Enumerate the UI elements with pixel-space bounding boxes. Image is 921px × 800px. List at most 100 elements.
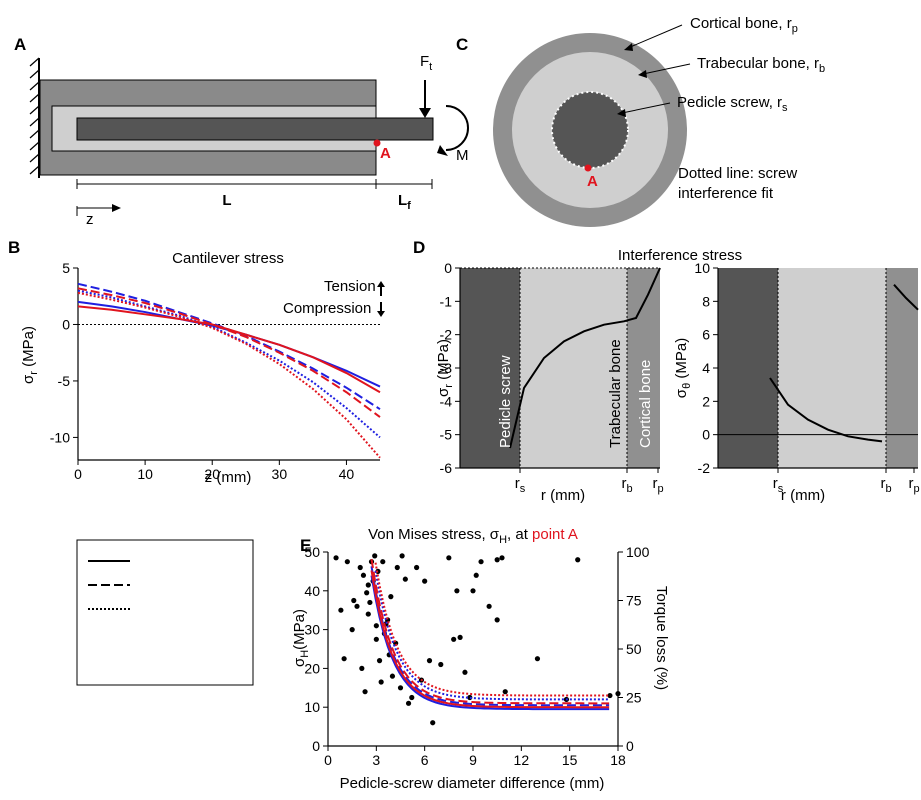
chart-e-y2tick-label: 75 [626,593,642,609]
point-a-marker [373,139,381,147]
chart-e-ylabel: σH(MPa) [291,609,311,667]
chart-e-ytick-label: 30 [304,622,320,638]
chart-e-scatter-point [359,665,365,672]
chart-b-series-bonded-dashed [77,287,381,418]
chart-e-xlabel: Pedicle-screw diameter difference (mm) [340,775,605,792]
chart-e-y2label: Torque loss (%) [653,586,670,690]
region-label-trabecular-bone: Trabecular bone [607,339,624,448]
chart-b-xtick-label: 40 [339,466,355,482]
panel-d: D Interference stress 0-1-2-3-4-5-6rs rb r… [413,238,920,504]
chart-e-scatter-point [397,685,404,691]
chart-d2-ylabel: σθ (MPa) [673,338,693,398]
chart-e-curve-bonded-dotted [374,562,610,697]
chart-e-scatter-point [349,627,355,633]
length-l-label: L [222,192,231,209]
point-a-marker-c [584,164,592,172]
force-label: Ft [420,53,432,73]
chart-e-scatter-point [502,689,508,695]
chart-d1-ytick-label: -5 [440,427,453,443]
panel-b: B Cantilever stress σr (MPa) z (mm) Tens… [8,238,385,486]
chart-b-xtick-label: 30 [272,466,288,482]
chart-d2-curve [769,377,883,443]
chart-e-curve-loose-dashed [370,566,610,707]
chart-e-scatter-point [360,572,367,578]
chart-b-xtick-label: 0 [74,466,82,482]
chart-e-ytick-label: 40 [304,583,320,599]
chart-e-scatter-point [478,559,484,565]
panel-e: E Von Mises stress, σH, at point A σH(MP… [291,526,670,792]
chart-e-xtick-label: 18 [610,752,626,768]
pedicle-screw-label: Pedicle screw, rs [677,94,788,114]
chart-b-xtick-label: 20 [204,466,220,482]
chart-b-xtick-label: 10 [137,466,153,482]
point-a-label: A [380,145,391,162]
tension-label: Tension [324,278,376,295]
chart-b-series-bonded-solid [77,305,381,394]
chart-d1-ytick-label: 0 [444,260,452,276]
chart-d2-xtick-label: rb [880,475,891,495]
chart-e-curve-loose-dotted [374,570,610,701]
chart-b-title: Cantilever stress [172,250,284,267]
legend [76,539,254,686]
chart-e-scatter-point [357,564,363,571]
chart-e-scatter-point [380,559,386,565]
chart-d1-xtick-label: rp [652,475,663,495]
chart-d1-ytick-label: -3 [440,360,453,376]
compression-arrow [377,302,385,317]
chart-e-scatter-point [409,694,415,701]
chart-d2-region-0 [718,268,778,468]
chart-d2-ytick-label: 4 [702,360,710,376]
chart-e-scatter-point [454,588,460,594]
dotted-line-note-1: Dotted line: screw [678,165,797,182]
chart-d2-xtick-label: rs [773,475,784,495]
chart-d2-plot: 10 8 6 4 2 0 -2 rs rb rp [694,260,919,495]
chart-b-ytick-label: 5 [62,260,70,276]
chart-b-series-loose-dotted [77,289,381,439]
chart-d2-ytick-label: 6 [702,327,710,343]
chart-e-scatter-point [462,669,468,675]
chart-e-scatter-point [388,594,394,600]
chart-e-scatter-point [457,634,463,640]
chart-d2-ytick-label: 10 [694,260,710,276]
panel-b-letter: B [8,238,20,257]
chart-d1-ylabel: σr (MPa) [435,339,455,397]
chart-e-xtick-label: 6 [421,752,429,768]
chart-e-scatter-point [373,623,379,629]
screw-beam [76,117,434,141]
chart-d2-region-2 [886,268,918,468]
chart-e-scatter-point [338,607,344,613]
chart-d2-ytick-label: -2 [698,460,711,476]
compression-label: Compression [283,300,371,317]
tension-arrow [377,281,385,296]
chart-e-scatter-point [402,576,408,582]
chart-e-xtick-label: 0 [324,752,332,768]
chart-e-scatter-point [378,679,384,685]
chart-e-scatter-point [438,661,444,668]
chart-e-xtick-label: 12 [514,752,530,768]
chart-e-scatter-point [615,691,621,697]
chart-d1-xtick-label: rs [515,475,526,495]
chart-e-scatter-point [607,692,613,699]
chart-e-scatter-point [376,658,383,664]
length-lf-label: Lf [398,192,411,212]
wall-hatch [29,57,40,175]
chart-e-scatter-point [399,553,405,559]
panel-c-letter: C [456,35,468,54]
chart-d2-xlabel: r (mm) [781,487,825,504]
chart-d1-ytick-label: -2 [440,327,453,343]
dotted-line-note-2: interference fit [678,185,774,202]
chart-e-y2tick-label: 100 [626,544,650,560]
chart-e-curve-loose-solid [370,575,610,711]
chart-e-scatter-point [341,656,347,662]
chart-e-title: Von Mises stress, σH, at point A [368,526,578,546]
chart-b-ytick-label: -10 [50,429,70,445]
panel-d-letter: D [413,238,425,257]
chart-d2-ytick-label: 8 [702,293,710,309]
chart-d2-region-1 [778,268,886,468]
chart-e-scatter-point [365,582,371,588]
screw-core [552,92,628,168]
trabecular-bone-label: Trabecular bone, rb [697,55,825,75]
chart-e-scatter-point [389,673,396,679]
